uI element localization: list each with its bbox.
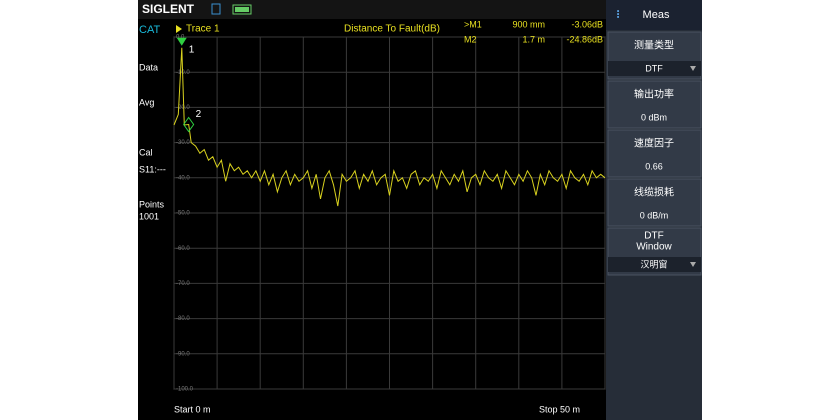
menu-item-title: DTF — [644, 231, 663, 242]
marker-tag: 1 — [189, 44, 195, 55]
brand: SIGLENT — [142, 2, 195, 16]
menu-item-value: DTF — [645, 63, 663, 73]
battery-level — [235, 7, 249, 12]
y-tick-label: -20.0 — [176, 105, 190, 111]
y-tick-label: -30.0 — [176, 140, 190, 146]
stop-label: Stop 50 m — [539, 404, 580, 414]
mode-label: CAT — [139, 24, 160, 36]
menu-item-value: 0 dBm — [641, 112, 667, 122]
trace-line — [173, 47, 606, 207]
menu-item-title: Window — [636, 242, 672, 253]
menu-item-title: 输出功率 — [634, 88, 674, 101]
dropdown-arrow — [690, 262, 696, 267]
battery-icon — [232, 4, 252, 15]
y-tick-label: -100.0 — [176, 387, 194, 393]
menu-item[interactable] — [607, 129, 702, 178]
y-tick-label: -40.0 — [176, 175, 190, 181]
marker-x: 900 mm — [512, 19, 545, 29]
menu-icon: ⋮ — [613, 10, 623, 21]
marker-value: -3.06dB — [571, 19, 603, 29]
marker-x: 1.7 m — [522, 34, 545, 44]
y-tick-label: -70.0 — [176, 281, 190, 287]
marker-tag: 2 — [196, 109, 202, 120]
network-icon — [211, 3, 221, 15]
menu-item[interactable] — [607, 80, 702, 129]
status-label: Data — [139, 62, 158, 72]
y-tick-label: 0.0 — [176, 35, 185, 41]
menu-item-title: 速度因子 — [634, 137, 674, 150]
status-label: Cal — [139, 147, 153, 157]
trace-indicator — [176, 25, 182, 33]
y-tick-label: -80.0 — [176, 316, 190, 322]
menu-item[interactable] — [607, 178, 702, 227]
y-tick-label: -90.0 — [176, 351, 190, 357]
menu-title: Meas — [643, 9, 670, 21]
status-label: Avg — [139, 97, 154, 107]
menu-value-box — [608, 257, 701, 272]
menu-header — [606, 0, 702, 30]
status-label: Points — [139, 199, 165, 209]
status-bar — [138, 0, 606, 19]
marker-name: >M1 — [464, 19, 482, 29]
menu-item-value: 0.66 — [645, 161, 663, 171]
menu-item-value: 汉明窗 — [640, 258, 667, 269]
menu-item-title: 线缆损耗 — [634, 186, 674, 199]
trace-name: Trace 1 — [186, 24, 220, 35]
menu-item-title: 测量类型 — [634, 39, 674, 52]
status-label: 1001 — [139, 211, 159, 221]
y-tick-label: -10.0 — [176, 70, 190, 76]
status-label: S11:--- — [139, 164, 166, 174]
chart-title: Distance To Fault(dB) — [344, 24, 440, 35]
menu-item-value: 0 dB/m — [640, 210, 669, 220]
y-tick-label: -60.0 — [176, 246, 190, 252]
dropdown-arrow — [690, 66, 696, 71]
menu-value-box — [608, 61, 701, 76]
marker — [183, 116, 195, 133]
y-tick-label: -50.0 — [176, 211, 190, 217]
start-label: Start 0 m — [174, 404, 211, 414]
marker — [176, 37, 187, 46]
marker-value: -24.86dB — [566, 34, 603, 44]
marker-name: M2 — [464, 34, 477, 44]
